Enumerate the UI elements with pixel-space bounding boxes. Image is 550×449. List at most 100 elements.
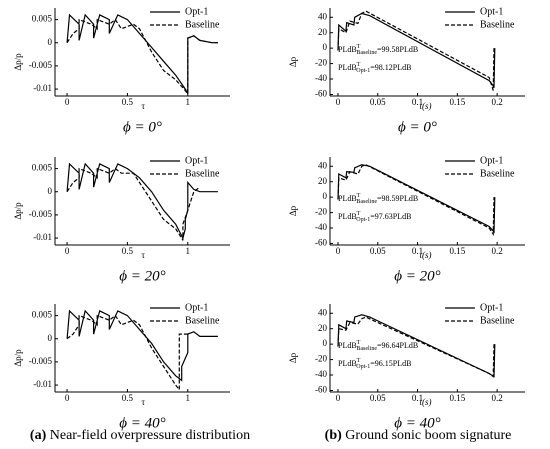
series-line: [66, 167, 201, 241]
annotation-sub: Baseline: [356, 50, 377, 56]
y-tick-label: 0: [323, 338, 328, 348]
y-tick-label: 0: [48, 333, 53, 343]
x-axis-label: τ: [141, 397, 145, 407]
y-tick-label: -0.01: [33, 83, 52, 93]
annotation-text: =96.64PLdB: [377, 341, 418, 350]
annotation-sub: Opt-1: [356, 217, 370, 223]
y-tick-label: -0.01: [33, 232, 52, 242]
legend-label: Baseline: [480, 168, 515, 179]
x-axis-label: t(s): [420, 250, 432, 260]
panel-caption: ϕ = 0°: [398, 119, 437, 135]
series-line: [66, 309, 218, 382]
annotation-base: PLdB: [338, 194, 357, 203]
annotation-sup: T: [357, 340, 361, 346]
panel-caption: ϕ = 40°: [394, 415, 440, 431]
annotation: PLdBT Baseline=98.59PLdB: [338, 193, 418, 205]
annotation-sup: T: [357, 358, 361, 364]
y-tick-label: 40: [318, 307, 328, 317]
x-tick-label: 0.5: [122, 393, 134, 403]
y-tick-label: -40: [315, 222, 327, 232]
annotation-sub: Baseline: [356, 199, 377, 205]
annotation-sup: T: [357, 44, 361, 50]
series-line: [66, 314, 188, 392]
annotation-text: =98.59PLdB: [377, 194, 418, 203]
y-tick-label: -20: [315, 354, 327, 364]
x-tick-label: 0.5: [122, 97, 134, 107]
y-tick-label: 0.005: [32, 163, 53, 173]
y-tick-label: 20: [318, 323, 328, 333]
x-tick-label: 0: [336, 246, 341, 256]
x-tick-label: 1: [186, 393, 191, 403]
annotation-base: PLdB: [338, 212, 357, 221]
y-tick-label: -0.005: [29, 60, 53, 70]
y-axis-label: Δp: [288, 205, 298, 216]
y-tick-label: 0: [48, 186, 53, 196]
annotation-sub: Opt-1: [356, 68, 370, 74]
y-tick-label: 0: [323, 191, 328, 201]
y-tick-label: 0.005: [32, 310, 53, 320]
x-axis-label: t(s): [420, 101, 432, 111]
y-axis-label: Δp/p: [13, 53, 23, 71]
y-tick-label: -20: [315, 58, 327, 68]
legend-label: Opt-1: [480, 6, 503, 17]
x-tick-label: 0.1: [412, 393, 423, 403]
annotation-base: PLdB: [338, 45, 357, 54]
y-tick-label: -40: [315, 369, 327, 379]
annotation: PLdBT Opt-1=98.12PLdB: [338, 62, 411, 74]
x-tick-label: 0: [336, 97, 341, 107]
x-tick-label: 0.1: [412, 97, 423, 107]
y-tick-label: 20: [318, 27, 328, 37]
legend-label: Opt-1: [185, 155, 208, 166]
x-tick-label: 0.05: [370, 246, 386, 256]
panel-caption: ϕ = 20°: [119, 268, 165, 284]
x-tick-label: 0.2: [492, 393, 503, 403]
annotation-sup: T: [357, 211, 361, 217]
x-tick-label: 0.2: [492, 246, 503, 256]
annotation-text: =96.15PLdB: [370, 359, 411, 368]
x-tick-label: 1: [186, 246, 191, 256]
caption-text: Near-field overpressure distribution: [46, 428, 250, 443]
x-tick-label: 0: [65, 97, 70, 107]
series-line: [337, 164, 495, 237]
legend-label: Opt-1: [185, 6, 208, 17]
y-tick-label: 0: [323, 42, 328, 52]
y-tick-label: -60: [315, 385, 327, 395]
x-tick-label: 0.15: [449, 393, 465, 403]
annotation-base: PLdB: [338, 341, 357, 350]
y-tick-label: -0.005: [29, 209, 53, 219]
annotation: PLdBT Baseline=96.64PLdB: [338, 340, 418, 352]
annotation-sup: T: [357, 193, 361, 199]
y-axis-label: Δp: [288, 56, 298, 67]
x-tick-label: 0: [65, 393, 70, 403]
annotation-sub: Opt-1: [356, 364, 370, 370]
annotation-text: =97.63PLdB: [370, 212, 411, 221]
x-tick-label: 0.05: [370, 393, 386, 403]
y-tick-label: 40: [318, 11, 328, 21]
y-tick-label: -0.005: [29, 356, 53, 366]
annotation: PLdBT Baseline=99.58PLdB: [338, 44, 418, 56]
y-tick-label: -40: [315, 73, 327, 83]
caption-tag: (a): [30, 428, 47, 443]
legend-label: Baseline: [185, 315, 220, 326]
y-tick-label: -0.01: [33, 379, 52, 389]
figure-caption: (a) Near-field overpressure distribution: [30, 428, 250, 443]
legend-label: Baseline: [185, 19, 220, 30]
legend-label: Opt-1: [185, 302, 208, 313]
x-axis-label: τ: [141, 250, 145, 260]
legend-label: Opt-1: [480, 302, 503, 313]
y-axis-label: Δp/p: [13, 349, 23, 367]
series-line: [337, 164, 496, 234]
x-axis-label: t(s): [420, 397, 432, 407]
series-line: [337, 314, 496, 378]
x-tick-label: 0.2: [492, 97, 503, 107]
y-axis-label: Δp/p: [13, 202, 23, 220]
x-tick-label: 0.5: [122, 246, 134, 256]
annotation-sub: Baseline: [356, 346, 377, 352]
legend-label: Opt-1: [480, 155, 503, 166]
x-tick-label: 0.1: [412, 246, 423, 256]
x-tick-label: 0: [65, 246, 70, 256]
legend-label: Baseline: [480, 315, 515, 326]
x-tick-label: 0.15: [449, 97, 465, 107]
legend-label: Baseline: [185, 168, 220, 179]
series-line: [337, 10, 495, 91]
